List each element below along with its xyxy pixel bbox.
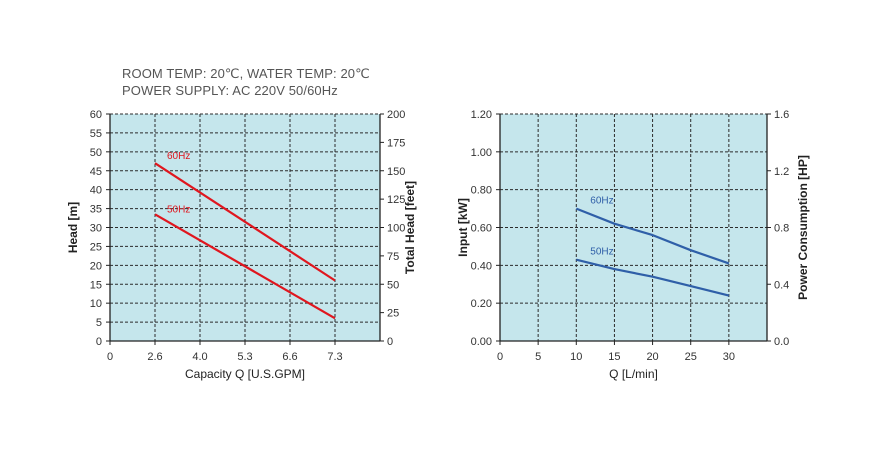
- x-tick-label: 2.6: [147, 351, 162, 363]
- y-tick-label: 30: [90, 223, 102, 235]
- series-label-50hz: 50Hz: [590, 247, 613, 258]
- y-tick-label: 15: [90, 279, 102, 291]
- x-tick-label: 6.6: [282, 351, 297, 363]
- x-tick-label: 25: [685, 351, 697, 363]
- y2-tick-label: 75: [387, 251, 399, 263]
- series-line-50hz: [576, 258, 730, 297]
- y-tick-label: 55: [90, 128, 102, 140]
- test-conditions-note: ROOM TEMP: 20℃, WATER TEMP: 20℃: [122, 66, 370, 81]
- y-tick-label: 1.20: [471, 109, 492, 121]
- y2-axis-title: Power Consumption [HP]: [796, 155, 810, 300]
- head-capacity-chart: 0 5 10 15 20 25 30 35 40 45 50 55 60 0 25 50 75 100 125 150…: [66, 109, 417, 381]
- power-consumption-chart: 0.000.200.400.600.801.001.200.00.40.81.2…: [456, 109, 810, 381]
- x-tick-label: 5.3: [237, 351, 252, 363]
- y-tick-label: 40: [90, 185, 102, 197]
- y-tick-label: 50: [90, 147, 102, 159]
- series-label-60hz: 60Hz: [167, 151, 190, 162]
- y2-tick-label: 100: [387, 223, 405, 235]
- y2-tick-label: 25: [387, 308, 399, 320]
- series-label-50hz: 50Hz: [167, 204, 190, 215]
- y2-tick-label: 0: [387, 336, 393, 348]
- y2-tick-label: 0.0: [774, 336, 789, 348]
- y2-tick-label: 125: [387, 194, 405, 206]
- x-tick-label: 30: [723, 351, 735, 363]
- x-axis-title: Q [L/min]: [609, 367, 658, 381]
- y2-axis-title: Total Head [feet]: [403, 181, 417, 274]
- y-tick-label: 45: [90, 166, 102, 178]
- y-tick-label: 35: [90, 204, 102, 216]
- x-tick-label: 20: [646, 351, 658, 363]
- y-tick-label: 0.00: [471, 336, 492, 348]
- y-tick-label: 0.40: [471, 260, 492, 272]
- y-tick-label: 10: [90, 298, 102, 310]
- power-supply-note: POWER SUPPLY: AC 220V 50/60Hz: [122, 83, 338, 98]
- y-tick-label: 0: [96, 336, 102, 348]
- y-tick-label: 0.20: [471, 298, 492, 310]
- y2-tick-label: 200: [387, 109, 405, 121]
- y-axis-title: Input [kW]: [456, 198, 470, 257]
- x-tick-label: 5: [535, 351, 541, 363]
- series-label-60hz: 60Hz: [590, 196, 613, 207]
- x-tick-label: 0: [107, 351, 113, 363]
- series-line-60hz: [154, 162, 336, 282]
- x-tick-label: 0: [497, 351, 503, 363]
- y-tick-label: 1.00: [471, 147, 492, 159]
- x-tick-label: 4.0: [192, 351, 207, 363]
- y2-tick-label: 50: [387, 279, 399, 291]
- y2-tick-label: 1.6: [774, 109, 789, 121]
- y-axis-title: Head [m]: [66, 202, 80, 253]
- x-tick-label: 15: [608, 351, 620, 363]
- x-axis-title: Capacity Q [U.S.GPM]: [185, 367, 305, 381]
- y2-tick-label: 1.2: [774, 166, 789, 178]
- x-tick-label: 7.3: [327, 351, 342, 363]
- y-tick-label: 0.80: [471, 185, 492, 197]
- y2-tick-label: 0.4: [774, 279, 789, 291]
- x-tick-label: 10: [570, 351, 582, 363]
- y2-tick-label: 175: [387, 137, 405, 149]
- y-tick-label: 20: [90, 260, 102, 272]
- y-tick-label: 0.60: [471, 223, 492, 235]
- y2-tick-label: 150: [387, 166, 405, 178]
- series-line-60hz: [575, 207, 730, 265]
- y2-tick-label: 0.8: [774, 223, 789, 235]
- y-tick-label: 60: [90, 109, 102, 121]
- series-line-50hz: [154, 213, 336, 320]
- y-tick-label: 25: [90, 241, 102, 253]
- y-tick-label: 5: [96, 317, 102, 329]
